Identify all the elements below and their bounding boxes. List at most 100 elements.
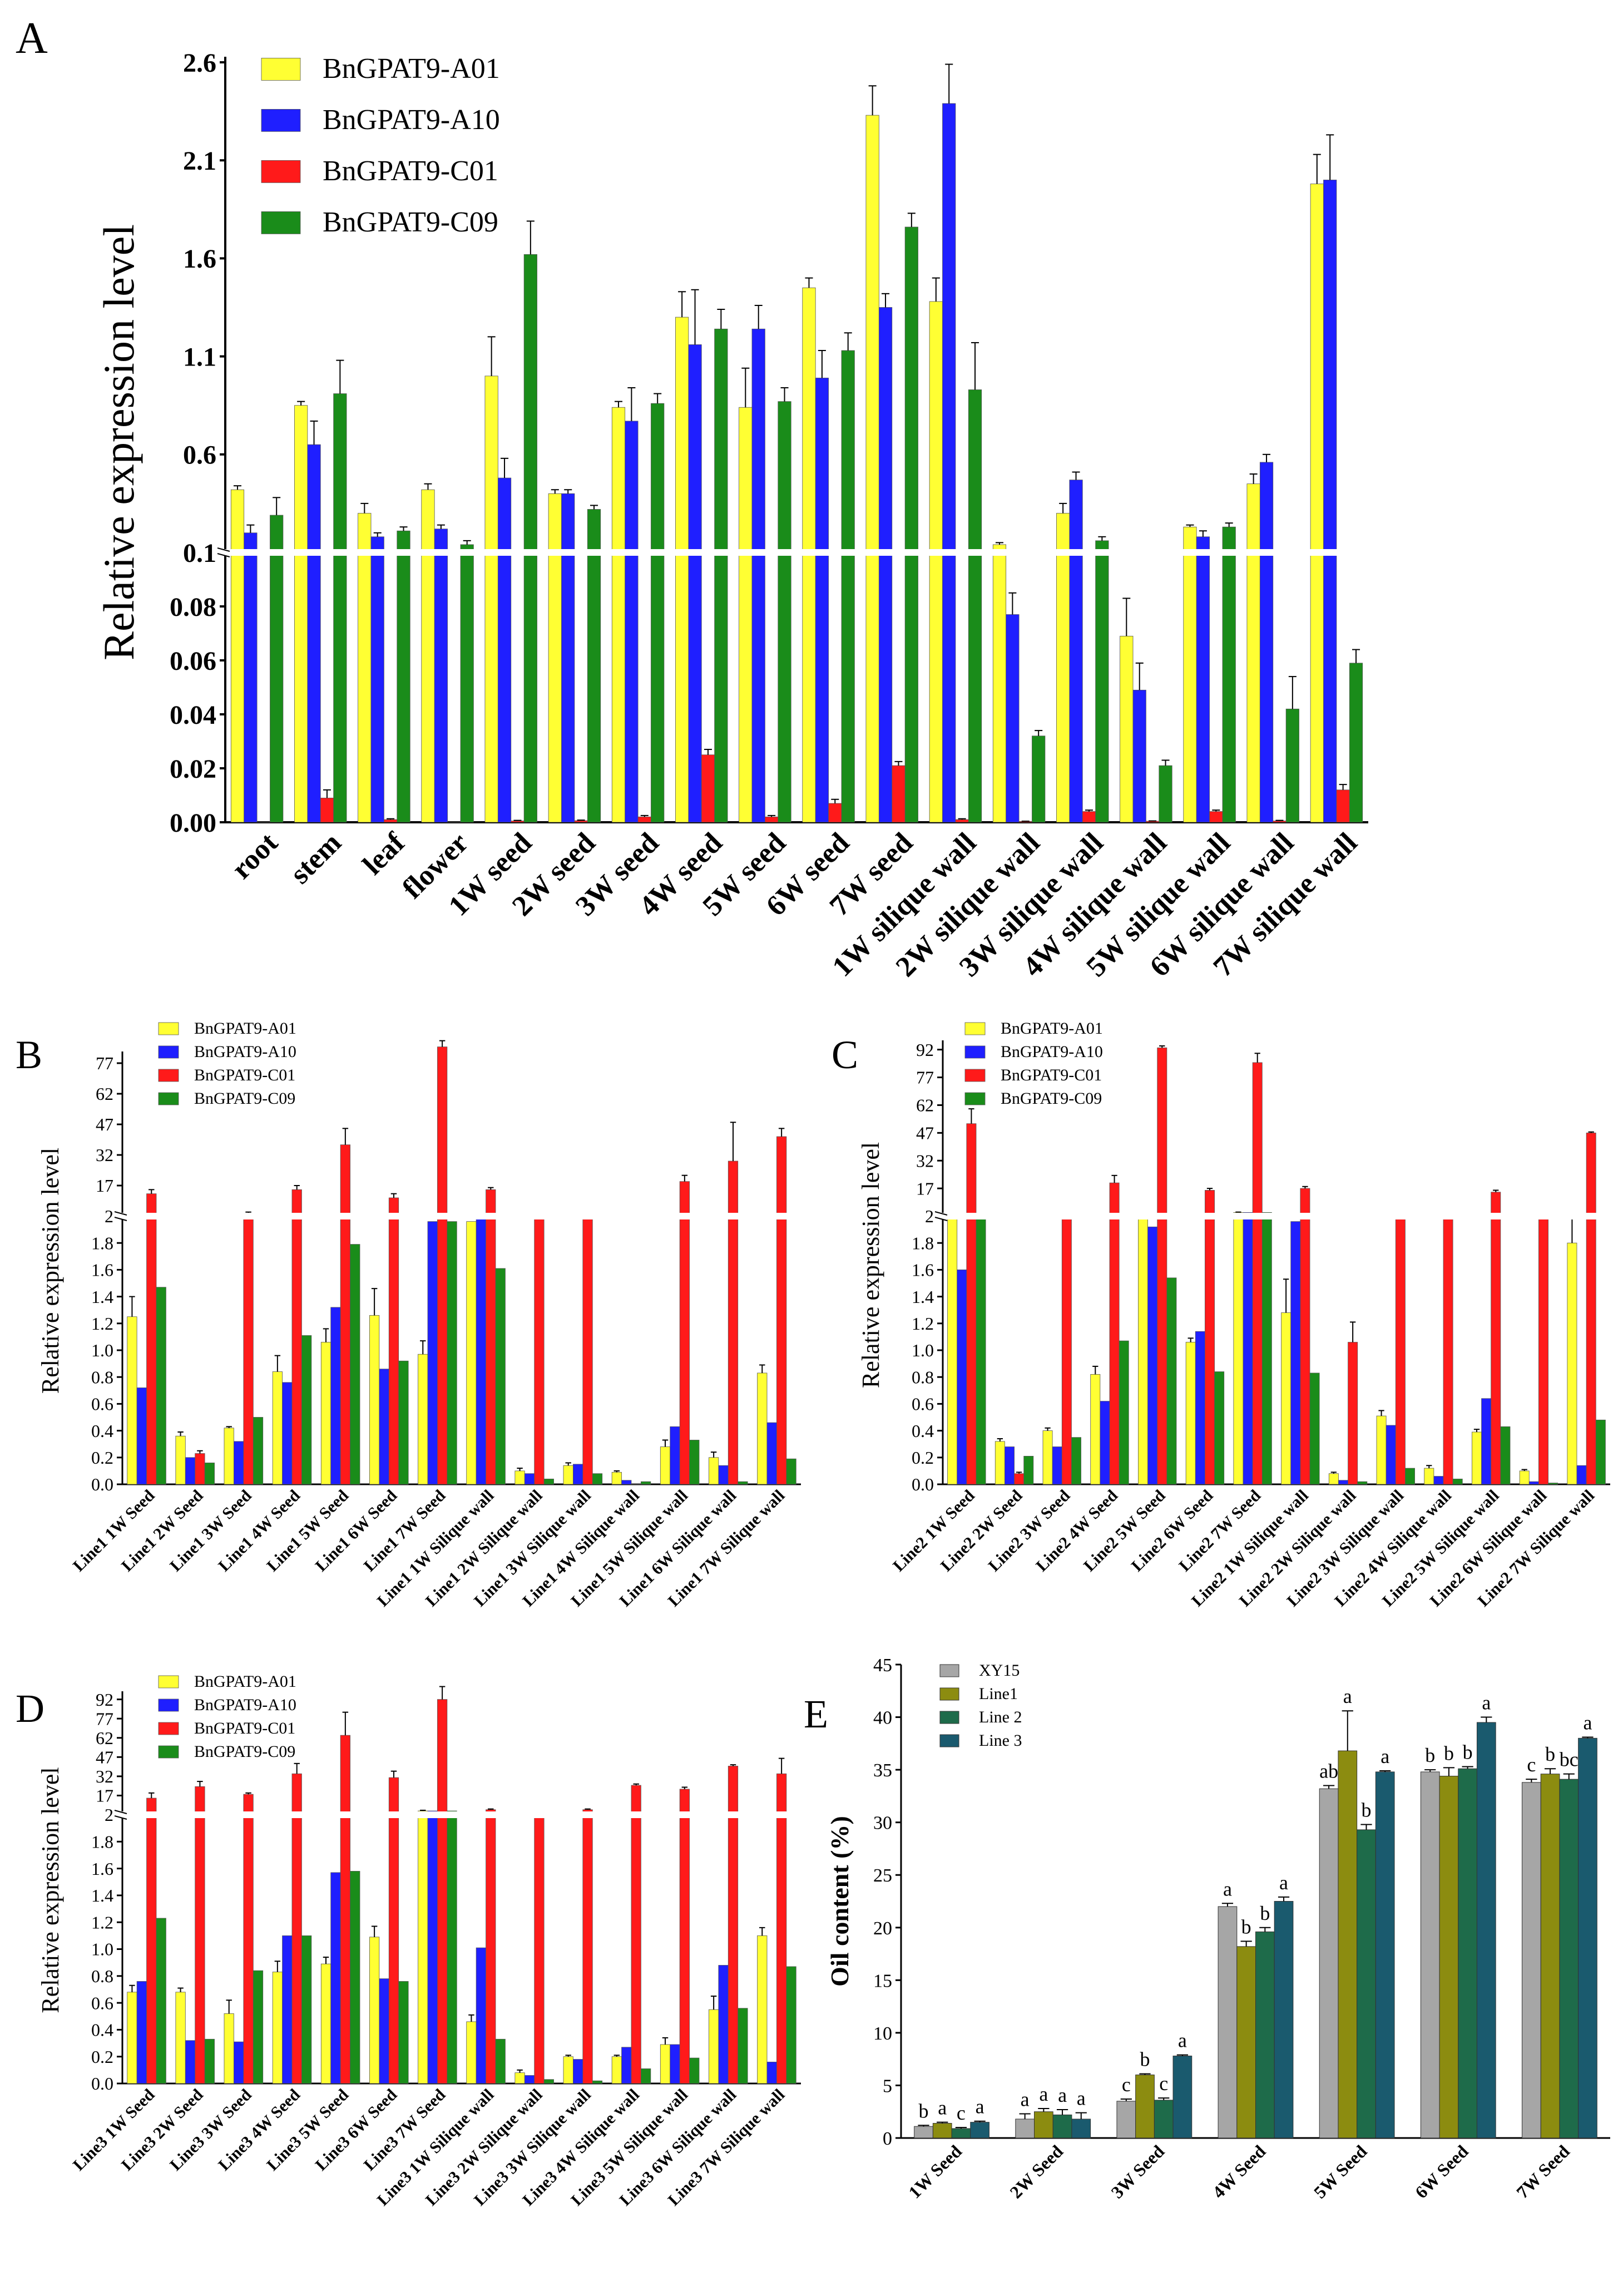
legend-swatch-bngpat9-c09 [158, 1092, 179, 1105]
bar-bngpat9-a10-6w-seed [815, 377, 829, 823]
y-tick-label: 0.8 [91, 1966, 113, 1986]
significance-letter: c [1122, 2073, 1131, 2096]
y-tick-label: 10 [873, 2023, 892, 2044]
legend-label-line-3: Line 3 [979, 1731, 1022, 1750]
bar-bngpat9-a01-line3-6w-seed [369, 1937, 380, 2084]
bar-bngpat9-a01-line1-7w-silique-wall [757, 1372, 768, 1485]
y-tick-label: 45 [873, 1655, 892, 1676]
bar-line1-4w-seed [1236, 1946, 1256, 2139]
legend-swatch-bngpat9-c01 [158, 1722, 179, 1735]
legend-swatch-bngpat9-a01 [261, 58, 301, 81]
bar-line-2-3w-seed [1154, 2100, 1174, 2139]
x-tick-label-leaf: leaf [357, 827, 411, 881]
bar-xy15-1w-seed [914, 2126, 933, 2139]
bar-bngpat9-c09-6w-silique-wall [1285, 708, 1299, 823]
bar-bngpat9-a10-2w-seed [561, 493, 575, 823]
legend-label-bngpat9-a10: BnGPAT9-A10 [194, 1043, 296, 1061]
bar-bngpat9-c09-5w-seed [778, 401, 791, 823]
bar-bngpat9-a01-3w-seed [611, 407, 626, 823]
panel-letter: E [804, 1692, 828, 1736]
bar-bngpat9-c09-line3-3w-seed [253, 1970, 264, 2084]
bar-bngpat9-c09-line2-4w-silique-wall [1452, 1478, 1463, 1485]
bar-bngpat9-c09-leaf [397, 530, 410, 823]
y-tick-label: 62 [96, 1084, 113, 1104]
bar-bngpat9-c09-line2-5w-silique-wall [1500, 1426, 1511, 1485]
axis-break-mark [217, 547, 230, 552]
bar-bngpat9-a01-line3-7w-seed [418, 1810, 428, 2084]
bar-bngpat9-a10-root [244, 532, 258, 823]
axis-break-mark [114, 1211, 127, 1216]
axis-break-mark [217, 553, 230, 557]
x-tick-label-line3-2w-seed: Line3 2W Seed [118, 2085, 207, 2174]
bar-bngpat9-c01-line1-4w-silique-wall [631, 1484, 641, 1485]
bar-bngpat9-a01-root [230, 489, 245, 823]
panel-a: A 0.00 0.02 0.04 0.06 0.08 0.1 0.6 1.1 1.6 2.1 2.6 R… [16, 14, 1372, 983]
legend-swatch-bngpat9-c09 [158, 1745, 179, 1759]
bar-bngpat9-c09-2w-seed [587, 509, 601, 823]
bar-bngpat9-a10-4w-silique-wall [1132, 689, 1146, 823]
legend-label-bngpat9-c09: BnGPAT9-C09 [194, 1742, 295, 1761]
bar-bngpat9-c09-line2-6w-silique-wall [1548, 1483, 1558, 1485]
x-tick-label-line3-6w-seed: Line3 6W Seed [312, 2085, 401, 2174]
y-tick-label: 20 [873, 1918, 892, 1939]
bar-bngpat9-a10-line2-2w-silique-wall [1338, 1480, 1348, 1485]
y-tick-label: 30 [873, 1813, 892, 1834]
bar-bngpat9-a01-2w-silique-wall [992, 544, 1007, 823]
bar-bngpat9-c09-2w-silique-wall [1032, 735, 1046, 823]
x-tick-label-line2-7w-seed: Line2 7W Seed [1175, 1486, 1264, 1575]
bar-bngpat9-c09-1w-silique-wall [968, 389, 982, 823]
bar-bngpat9-c01-line1-7w-silique-wall [776, 1136, 787, 1485]
bar-bngpat9-a10-line1-7w-seed [427, 1221, 438, 1485]
bar-bngpat9-a10-line3-5w-silique-wall [670, 2044, 680, 2084]
y-tick-label: 1.6 [91, 1260, 113, 1280]
bar-bngpat9-a01-line3-2w-seed [175, 1992, 186, 2084]
legend-label-bngpat9-c09: BnGPAT9-C09 [1001, 1089, 1102, 1108]
significance-letter: a [1279, 1872, 1288, 1894]
bar-line-2-5w-seed [1357, 1829, 1376, 2139]
y-tick-label: 1.4 [912, 1287, 934, 1307]
x-tick-label-line2-1w-seed: Line2 1W Seed [889, 1486, 978, 1575]
y-tick-label: 5 [883, 2076, 892, 2096]
axis-break-gap [217, 549, 1372, 556]
bar-bngpat9-c01-line3-6w-seed [388, 1777, 399, 2084]
bar-bngpat9-c09-3w-silique-wall [1095, 540, 1109, 823]
bar-bngpat9-c01-line3-3w-seed [243, 1794, 254, 2084]
bar-bngpat9-c01-line3-5w-seed [340, 1735, 350, 2084]
bar-bngpat9-c01-line2-2w-seed [1014, 1473, 1025, 1485]
bar-bngpat9-c09-line1-2w-silique-wall [543, 1478, 554, 1485]
bar-bngpat9-c09-line3-6w-seed [398, 1981, 409, 2084]
significance-letter: ab [1319, 1760, 1338, 1782]
bar-bngpat9-c01-line3-4w-silique-wall [631, 1785, 641, 2084]
bar-bngpat9-a01-line3-3w-silique-wall [563, 2056, 573, 2084]
y-tick-label: 0.02 [170, 754, 216, 784]
x-tick-label-line1-6w-seed: Line1 6W Seed [312, 1486, 401, 1575]
legend-label-line-2: Line 2 [979, 1708, 1022, 1726]
axis-break-gap [935, 1213, 1614, 1219]
bar-bngpat9-a10-line2-5w-seed [1147, 1226, 1158, 1485]
bar-bngpat9-a10-line3-7w-silique-wall [766, 2061, 777, 2084]
y-tick-label: 0.8 [91, 1367, 113, 1387]
legend-swatch-bngpat9-c09 [964, 1092, 986, 1105]
bar-bngpat9-a10-4w-seed [688, 344, 702, 823]
bar-bngpat9-a01-flower [421, 489, 435, 823]
y-tick-label: 92 [916, 1040, 934, 1060]
bar-bngpat9-a10-line2-7w-silique-wall [1576, 1465, 1587, 1485]
axis-break-mark [114, 1810, 127, 1814]
bar-xy15-4w-seed [1218, 1906, 1238, 2139]
bar-bngpat9-c01-line1-5w-silique-wall [679, 1181, 690, 1485]
bar-bngpat9-a01-7w-seed [865, 115, 879, 823]
bar-xy15-2w-seed [1015, 2119, 1035, 2139]
y-tick-label: 1.2 [912, 1314, 934, 1334]
x-tick-label-line2-4w-seed: Line2 4W Seed [1032, 1486, 1121, 1575]
bar-bngpat9-c01-line2-5w-silique-wall [1491, 1192, 1501, 1485]
significance-letter: c [1527, 1754, 1536, 1776]
bar-line-2-6w-seed [1458, 1768, 1477, 2139]
bar-bngpat9-c09-line3-4w-seed [301, 1935, 312, 2084]
bar-bngpat9-c01-5w-silique-wall [1209, 811, 1223, 823]
bar-bngpat9-c09-line1-1w-seed [156, 1287, 166, 1485]
bar-xy15-7w-seed [1522, 1782, 1541, 2139]
significance-letter: a [1077, 2087, 1086, 2110]
y-tick-label: 32 [96, 1145, 113, 1165]
bar-bngpat9-c09-flower [460, 544, 474, 823]
y-tick-label: 1.0 [912, 1340, 934, 1360]
